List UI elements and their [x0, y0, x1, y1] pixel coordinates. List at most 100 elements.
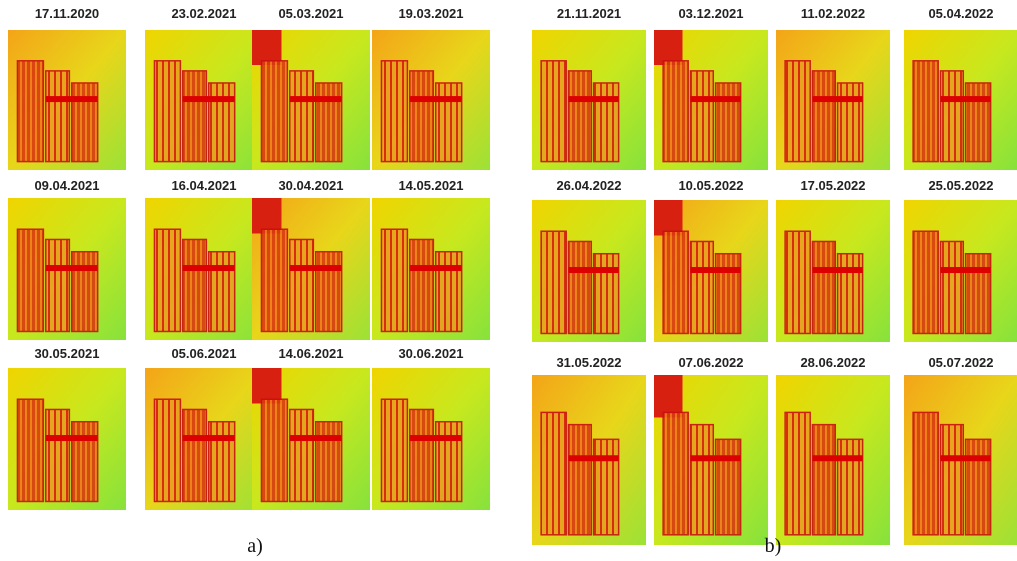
field-block: [568, 71, 591, 162]
field-highlight: [183, 265, 235, 271]
map-patch: [252, 30, 282, 65]
field-block: [436, 83, 462, 162]
panel-label: a): [247, 535, 263, 557]
field-block: [838, 439, 863, 534]
image-date: 17.11.2020: [35, 6, 99, 21]
field-block: [966, 254, 991, 334]
field-block: [716, 83, 741, 162]
field-block: [17, 61, 43, 162]
field-block: [290, 239, 314, 331]
field-block: [46, 409, 70, 501]
field-highlight: [690, 267, 740, 273]
image-date: 26.04.2022: [556, 178, 621, 193]
field-block: [209, 422, 235, 502]
field-block: [594, 254, 619, 334]
field-block: [17, 229, 43, 331]
image-date: 14.05.2021: [398, 178, 463, 193]
field-block: [913, 412, 938, 534]
field-highlight: [46, 96, 98, 102]
field-block: [940, 425, 963, 535]
field-highlight: [568, 96, 618, 102]
field-highlight: [46, 435, 98, 441]
field-highlight: [410, 265, 462, 271]
map-patch: [252, 198, 282, 234]
field-block: [716, 254, 741, 334]
image-date: 21.11.2021: [557, 6, 621, 21]
field-block: [690, 71, 713, 162]
field-highlight: [940, 267, 990, 273]
field-block: [594, 439, 619, 534]
field-block: [261, 399, 287, 501]
field-block: [261, 229, 287, 331]
field-block: [316, 252, 342, 332]
image-date: 03.12.2021: [678, 6, 743, 21]
field-block: [838, 254, 863, 334]
field-block: [785, 412, 810, 534]
field-block: [316, 83, 342, 162]
field-highlight: [410, 96, 462, 102]
field-highlight: [812, 267, 862, 273]
field-block: [663, 61, 688, 162]
field-block: [541, 231, 566, 333]
image-date: 25.05.2022: [928, 178, 993, 193]
field-block: [913, 61, 938, 162]
field-highlight: [290, 96, 342, 102]
field-highlight: [568, 267, 618, 273]
image-date: 11.02.2022: [801, 6, 865, 21]
field-highlight: [568, 455, 618, 461]
field-block: [436, 252, 462, 332]
field-block: [72, 83, 98, 162]
image-date: 07.06.2022: [678, 355, 743, 370]
image-date: 16.04.2021: [171, 178, 236, 193]
field-block: [690, 241, 713, 333]
field-block: [209, 252, 235, 332]
field-block: [812, 241, 835, 333]
map-patch: [654, 375, 683, 418]
field-highlight: [290, 435, 342, 441]
field-block: [410, 409, 434, 501]
field-block: [812, 425, 835, 535]
field-block: [966, 439, 991, 534]
field-highlight: [46, 265, 98, 271]
field-block: [290, 409, 314, 501]
field-block: [183, 239, 207, 331]
image-date: 19.03.2021: [398, 6, 463, 21]
field-highlight: [690, 96, 740, 102]
field-block: [46, 71, 70, 162]
figure: 17.11.202023.02.202105.03.202119.03.2021…: [0, 0, 1017, 561]
field-block: [812, 71, 835, 162]
field-block: [568, 241, 591, 333]
field-highlight: [812, 96, 862, 102]
field-highlight: [940, 455, 990, 461]
image-date: 31.05.2022: [556, 355, 621, 370]
image-date: 09.04.2021: [34, 178, 99, 193]
field-block: [966, 83, 991, 162]
field-block: [154, 61, 180, 162]
image-date: 28.06.2022: [800, 355, 865, 370]
field-highlight: [290, 265, 342, 271]
field-block: [209, 83, 235, 162]
field-block: [541, 61, 566, 162]
field-block: [410, 71, 434, 162]
image-date: 05.04.2022: [928, 6, 993, 21]
field-block: [838, 83, 863, 162]
field-block: [183, 409, 207, 501]
field-block: [541, 412, 566, 534]
map-patch: [654, 200, 683, 236]
field-block: [154, 399, 180, 501]
image-date: 10.05.2022: [678, 178, 743, 193]
image-date: 05.07.2022: [928, 355, 993, 370]
field-block: [785, 61, 810, 162]
field-block: [261, 61, 287, 162]
image-date: 17.05.2022: [800, 178, 865, 193]
field-block: [381, 61, 407, 162]
field-block: [785, 231, 810, 333]
image-date: 30.04.2021: [278, 178, 343, 193]
field-block: [436, 422, 462, 502]
map-patch: [654, 30, 683, 65]
field-block: [716, 439, 741, 534]
field-block: [690, 425, 713, 535]
field-highlight: [183, 435, 235, 441]
field-block: [913, 231, 938, 333]
